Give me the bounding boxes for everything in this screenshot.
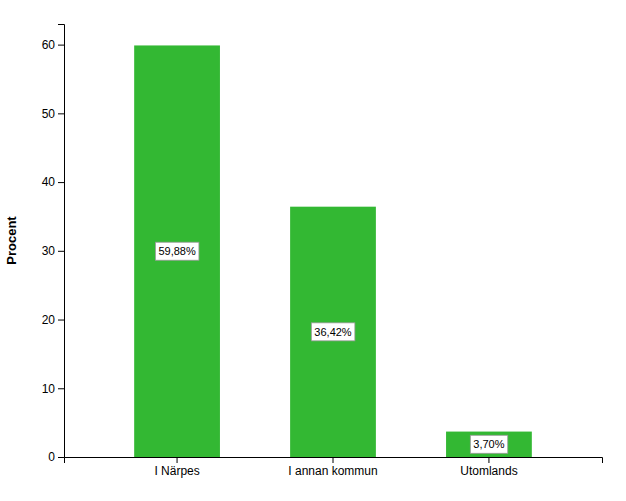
x-tick-mark	[333, 457, 334, 463]
x-tick-mark	[177, 457, 178, 463]
bars	[134, 45, 532, 457]
y-axis-title: Procent	[4, 216, 19, 265]
y-tick-mark	[58, 113, 64, 114]
y-tick-label: 50	[42, 107, 56, 121]
y-tick-label: 60	[42, 38, 56, 52]
y-tick-mark	[58, 457, 64, 458]
y-tick-mark	[58, 182, 64, 183]
data-label-box	[155, 242, 199, 260]
y-tick-mark	[58, 388, 64, 389]
x-tick: Utomlands	[460, 457, 517, 478]
x-tick: I annan kommun	[288, 457, 377, 478]
x-axis: I Närpes I annan kommun Utomlands	[65, 457, 603, 478]
y-axis-line	[58, 25, 65, 458]
y-tick: 60	[42, 38, 64, 52]
y-tick: 40	[42, 175, 64, 189]
y-tick-label: 0	[48, 450, 55, 464]
bar	[446, 432, 532, 457]
y-tick: 10	[42, 382, 64, 396]
x-tick-label: Utomlands	[460, 464, 517, 478]
y-tick-mark	[58, 45, 64, 46]
data-labels: 59,88% 36,42% 3,70%	[155, 242, 507, 453]
y-tick: 30	[42, 244, 64, 258]
bar	[290, 207, 376, 457]
x-tick-label: I Närpes	[154, 464, 199, 478]
data-label: 36,42%	[314, 326, 352, 338]
chart-container: 0 10 20 30 40 50 60 I Närpes I annan kommun Utoml…	[0, 0, 626, 501]
data-label-group: 3,70%	[470, 435, 507, 453]
y-tick-label: 20	[42, 313, 56, 327]
y-tick-label: 10	[42, 382, 56, 396]
y-axis: 0 10 20 30 40 50 60	[42, 25, 65, 465]
y-tick-label: 30	[42, 244, 56, 258]
y-tick: 20	[42, 313, 64, 327]
data-label-group: 59,88%	[155, 242, 199, 260]
x-axis-line	[65, 458, 603, 464]
data-label: 3,70%	[473, 438, 504, 450]
y-tick-mark	[58, 251, 64, 252]
x-tick-mark	[488, 457, 489, 463]
bar	[134, 45, 220, 457]
y-tick-label: 40	[42, 175, 56, 189]
y-tick: 50	[42, 107, 64, 121]
chart-svg: 0 10 20 30 40 50 60 I Närpes I annan kommun Utoml…	[0, 0, 626, 501]
data-label-box	[470, 435, 507, 453]
data-label: 59,88%	[158, 245, 196, 257]
data-label-group: 36,42%	[311, 323, 355, 341]
data-label-box	[311, 323, 355, 341]
y-tick-mark	[58, 320, 64, 321]
x-tick: I Närpes	[154, 457, 199, 478]
plot: 0 10 20 30 40 50 60 I Närpes I annan kommun Utoml…	[4, 25, 603, 478]
y-tick: 0	[48, 450, 64, 464]
x-tick-label: I annan kommun	[288, 464, 377, 478]
